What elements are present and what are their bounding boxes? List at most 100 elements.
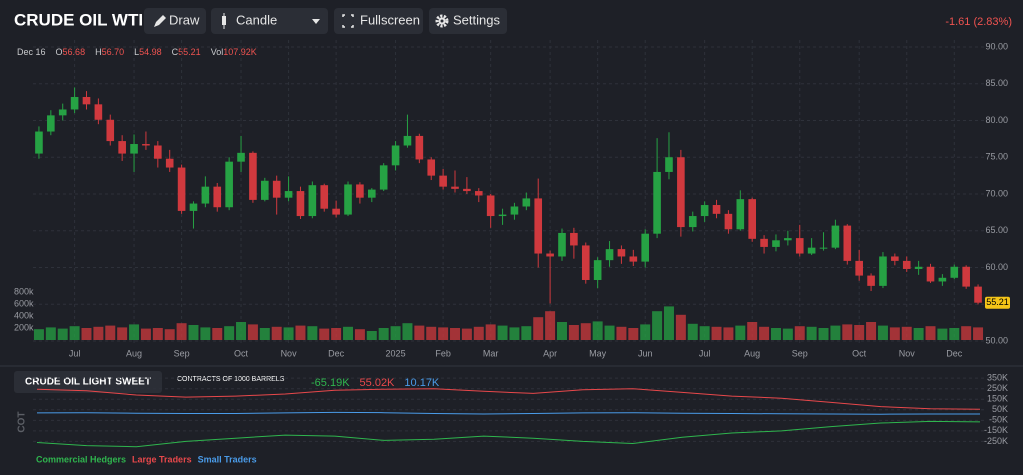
x-tick-label: Jul <box>699 348 711 358</box>
gear-icon-hole <box>440 19 444 23</box>
candle-body <box>879 256 887 286</box>
button-background <box>144 8 206 34</box>
series-line <box>36 420 981 448</box>
volume-bar <box>723 327 734 340</box>
volume-bar <box>343 326 354 340</box>
candle-body <box>58 109 67 116</box>
y-tick-label: 60.00 <box>985 262 1008 272</box>
candle-body <box>891 256 899 261</box>
volume-bar <box>129 324 140 340</box>
x-tick-label: Aug <box>126 348 142 358</box>
candle-body <box>403 135 412 146</box>
chart-type-button[interactable]: Candle <box>211 8 328 34</box>
button-label[interactable]: Fullscreen <box>360 12 420 27</box>
candle-body <box>225 161 233 208</box>
candle-body <box>748 199 756 239</box>
draw-button[interactable]: Draw <box>144 8 206 34</box>
y-tick-label: 50K <box>992 404 1008 414</box>
volume-bar <box>509 327 520 340</box>
candle-body <box>344 184 352 215</box>
candle-body <box>439 175 447 187</box>
legend-key: H <box>95 47 102 57</box>
candle-body <box>938 277 947 282</box>
gear-icon <box>435 14 449 28</box>
volume-bar <box>188 325 199 340</box>
volume-tick-label: 800k <box>14 286 34 296</box>
candle-body <box>35 131 43 154</box>
candle-body <box>902 260 911 269</box>
candle-body <box>807 247 816 254</box>
volume-bar <box>533 317 544 340</box>
candle-body <box>189 203 198 211</box>
candle-body <box>332 208 340 215</box>
volume-bar <box>877 325 888 340</box>
button-label[interactable]: Settings <box>453 12 500 27</box>
y-tick-label: 150K <box>987 394 1008 404</box>
volume-bar <box>652 311 663 340</box>
candle-body <box>546 253 554 257</box>
volume-bar <box>521 326 532 340</box>
current-value: -65.19K <box>311 377 350 389</box>
volume-bar <box>901 326 912 340</box>
candle-body <box>795 238 804 254</box>
candle-body <box>510 206 519 215</box>
volume-bar <box>818 328 829 340</box>
y-tick-label: -250K <box>984 436 1008 446</box>
dropdown-arrow <box>312 19 320 24</box>
volume-bar <box>331 328 342 340</box>
candle-body <box>463 188 471 192</box>
x-tick-label: Sep <box>174 348 190 358</box>
volume-bar <box>557 322 567 340</box>
candle-body <box>486 195 495 217</box>
candle-body <box>82 96 91 105</box>
x-tick-label: Jul <box>69 348 81 358</box>
volume-bar <box>485 324 496 340</box>
volume-bar <box>628 328 639 340</box>
x-tick-label: Nov <box>899 348 916 358</box>
candle-body <box>498 214 507 217</box>
volume-bar <box>69 326 80 340</box>
button-label[interactable]: Draw <box>169 12 200 27</box>
volume-bar <box>711 326 722 340</box>
x-tick-label: Jun <box>638 348 653 358</box>
candle-body <box>593 260 602 280</box>
candle-body <box>308 185 317 217</box>
fullscreen-button[interactable]: Fullscreen <box>334 8 423 34</box>
price-panel: 50.0055.0060.0065.0070.0075.0080.0085.00… <box>14 40 1010 358</box>
volume-bar <box>93 326 104 340</box>
legend-entry: Commercial Hedgers <box>36 454 126 464</box>
button-background <box>429 8 507 34</box>
volume-bar <box>81 328 92 340</box>
cot-axis-label: COT <box>17 411 28 432</box>
button-label[interactable]: Candle <box>236 12 277 27</box>
candle-body <box>629 256 638 262</box>
volume-bar <box>937 328 948 340</box>
y-tick-label: 75.00 <box>985 152 1008 162</box>
volume-bar <box>794 326 805 340</box>
legend-entry: Large Traders <box>132 454 192 464</box>
volume-bar <box>461 328 472 340</box>
candle-body <box>700 205 709 217</box>
candle-icon-body <box>222 16 226 25</box>
volume-bar <box>164 329 175 340</box>
x-tick-label: May <box>589 348 607 358</box>
volume-bar <box>247 324 258 340</box>
volume-bar <box>319 328 330 340</box>
candle-body <box>367 189 376 198</box>
candle-body <box>712 205 721 214</box>
settings-button[interactable]: Settings <box>429 8 507 34</box>
legend-key: C <box>172 47 179 57</box>
volume-bar <box>450 328 460 340</box>
x-tick-label: Dec <box>946 348 963 358</box>
volume-bar <box>770 328 781 340</box>
volume-bar <box>497 325 508 340</box>
volume-bar <box>271 326 282 340</box>
x-tick-label: Oct <box>852 348 867 358</box>
cot-panel: CRUDE OIL LIGHT SWEET CONTRACTS OF 1000 … <box>14 371 1008 464</box>
candle-body <box>391 145 400 166</box>
volume-bar <box>426 326 437 340</box>
candle-body <box>261 180 269 200</box>
volume-bar <box>473 326 484 340</box>
button-background <box>211 8 328 34</box>
